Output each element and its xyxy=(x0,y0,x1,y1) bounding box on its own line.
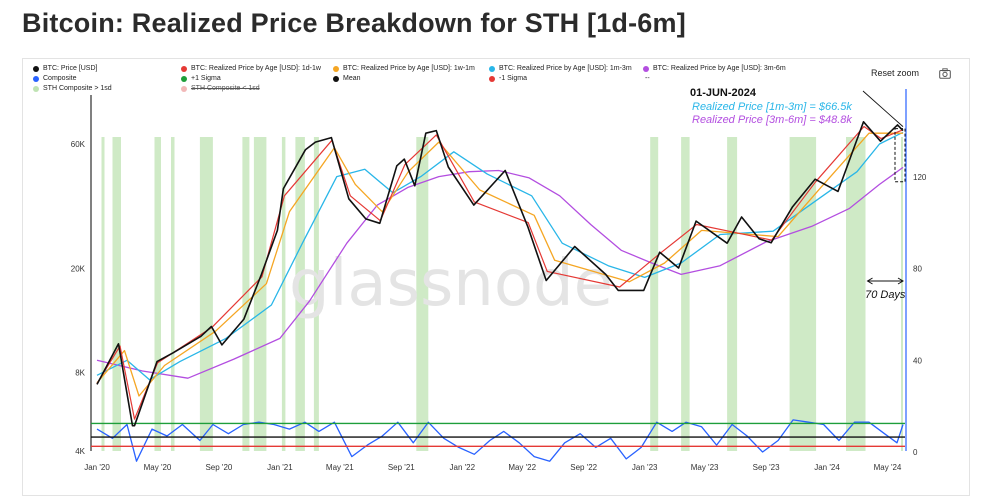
chart-container: glassnode 4K 8K 20K 60K 0 40 80 120 Jan '20 May '2… xyxy=(22,58,970,496)
y-axis-left-tick-label: 8K xyxy=(75,368,85,377)
x-axis-tick-label: Jan '21 xyxy=(267,463,293,472)
chart-plot: glassnode 4K 8K 20K 60K 0 40 80 120 Jan '20 May '2… xyxy=(71,87,927,472)
sth-composite-above-1sd-band xyxy=(650,137,659,451)
legend-item[interactable]: BTC: Price [USD] xyxy=(33,65,97,72)
sth-composite-above-1sd-band xyxy=(295,137,305,451)
legend-marker xyxy=(181,85,187,92)
legend-marker xyxy=(33,65,39,72)
legend-item[interactable]: Mean xyxy=(333,75,361,82)
x-axis-tick-label: Sep '20 xyxy=(205,463,232,472)
sth-composite-above-1sd-band xyxy=(154,137,161,451)
x-axis-tick-label: May '22 xyxy=(508,463,536,472)
sth-composite-above-1sd-band xyxy=(112,137,121,451)
x-axis-tick-label: May '23 xyxy=(691,463,719,472)
sth-composite-above-1sd-band xyxy=(846,137,866,451)
sth-composite-above-1sd-band xyxy=(253,137,267,451)
x-axis-tick-label: Sep '22 xyxy=(570,463,597,472)
x-axis-tick-label: May '24 xyxy=(874,463,902,472)
legend-marker xyxy=(333,65,339,72)
legend-marker xyxy=(33,85,39,92)
sth-composite-above-1sd-band xyxy=(789,137,817,451)
legend-item[interactable]: -1 Sigma xyxy=(489,75,527,82)
x-axis-tick-label: Jan '20 xyxy=(84,463,110,472)
legend-label: STH Composite > 1sd xyxy=(43,85,112,92)
composite-line xyxy=(96,419,904,462)
sth-composite-above-1sd-band xyxy=(199,137,213,451)
legend-marker xyxy=(643,65,649,72)
legend-label: -1 Sigma xyxy=(499,75,528,82)
legend-label: BTC: Realized Price by Age [USD]: 1m-3m xyxy=(499,65,632,72)
y-axis-left-tick-label: 4K xyxy=(75,447,85,456)
annotation-realized-price-1m-3m: Realized Price [1m-3m] = $66.5k xyxy=(692,101,852,113)
camera-icon[interactable] xyxy=(939,68,951,79)
x-axis-tick-label: Jan '24 xyxy=(814,463,840,472)
legend-item[interactable]: BTC: Realized Price by Age [USD]: 3m-6m xyxy=(643,65,786,72)
legend-label: -- xyxy=(645,75,650,82)
y-axis-left-tick-label: 20K xyxy=(71,265,86,274)
legend-label: Mean xyxy=(343,75,361,82)
sth-composite-above-1sd-band xyxy=(681,137,690,451)
legend-marker xyxy=(33,75,39,82)
legend-label: BTC: Realized Price by Age [USD]: 1d-1w xyxy=(191,65,321,72)
watermark: glassnode xyxy=(289,247,613,321)
legend-label: +1 Sigma xyxy=(191,75,221,82)
x-axis-tick-label: May '20 xyxy=(144,463,172,472)
sth-composite-above-1sd-band xyxy=(242,137,250,451)
legend-item[interactable]: +1 Sigma xyxy=(181,75,221,82)
annotation-arrowhead-left xyxy=(866,277,873,285)
legend-marker xyxy=(333,75,339,82)
sth-composite-above-1sd-band xyxy=(101,137,105,451)
legend-marker xyxy=(181,65,187,72)
x-axis-tick-label: Jan '22 xyxy=(450,463,476,472)
legend-item[interactable]: -- xyxy=(645,75,650,82)
legend-label: Composite xyxy=(43,75,77,82)
legend-label: BTC: Realized Price by Age [USD]: 3m-6m xyxy=(653,65,786,72)
legend-marker xyxy=(181,75,187,82)
x-axis-tick-label: Sep '21 xyxy=(388,463,415,472)
legend-marker xyxy=(489,65,495,72)
y-axis-right-tick-label: 120 xyxy=(913,173,927,182)
realized-price-1d-1w-line xyxy=(96,125,904,420)
sth-composite-above-1sd-band xyxy=(416,137,429,451)
legend-item[interactable]: BTC: Realized Price by Age [USD]: 1w-1m xyxy=(333,65,475,72)
y-axis-left-tick-label: 60K xyxy=(71,140,86,149)
sth-composite-above-1sd-band xyxy=(171,137,175,451)
legend-item[interactable]: STH Composite > 1sd xyxy=(33,85,112,92)
legend-marker xyxy=(489,75,495,82)
legend-item[interactable]: STH Composite < 1sd xyxy=(181,85,260,92)
legend-item[interactable]: Composite xyxy=(33,75,76,82)
x-axis-tick-label: May '21 xyxy=(326,463,354,472)
annotation-arrowhead-right xyxy=(897,277,904,285)
legend-label: BTC: Realized Price by Age [USD]: 1w-1m xyxy=(343,65,475,72)
sth-composite-above-1sd-band xyxy=(901,137,903,451)
btc-price-line xyxy=(96,121,904,427)
reset-zoom-button[interactable]: Reset zoom xyxy=(871,68,920,78)
chart-legend: BTC: Price [USD] BTC: Realized Price by A… xyxy=(33,65,873,105)
annotation-dashed-box xyxy=(894,128,906,183)
annotation-70-days: 70 Days xyxy=(865,289,906,301)
annotation-pointer-line xyxy=(862,90,904,127)
annotation-realized-price-3m-6m: Realized Price [3m-6m] = $48.8k xyxy=(692,114,852,126)
legend-item[interactable]: BTC: Realized Price by Age [USD]: 1m-3m xyxy=(489,65,632,72)
sth-composite-above-1sd-band xyxy=(281,137,286,451)
x-axis-tick-label: Sep '23 xyxy=(753,463,780,472)
x-axis-tick-label: Jan '23 xyxy=(632,463,658,472)
annotation-date: 01-JUN-2024 xyxy=(690,87,757,99)
legend-item[interactable]: BTC: Realized Price by Age [USD]: 1d-1w xyxy=(181,65,321,72)
y-axis-right-tick-label: 0 xyxy=(913,448,918,457)
legend-label: BTC: Price [USD] xyxy=(43,65,98,72)
y-axis-right-tick-label: 40 xyxy=(913,356,922,365)
sth-composite-above-1sd-band xyxy=(313,137,319,451)
y-axis-right-tick-label: 80 xyxy=(913,265,922,274)
legend-label: STH Composite < 1sd xyxy=(191,85,260,92)
page-title: Bitcoin: Realized Price Breakdown for ST… xyxy=(22,8,686,38)
sth-composite-above-1sd-band xyxy=(727,137,738,451)
